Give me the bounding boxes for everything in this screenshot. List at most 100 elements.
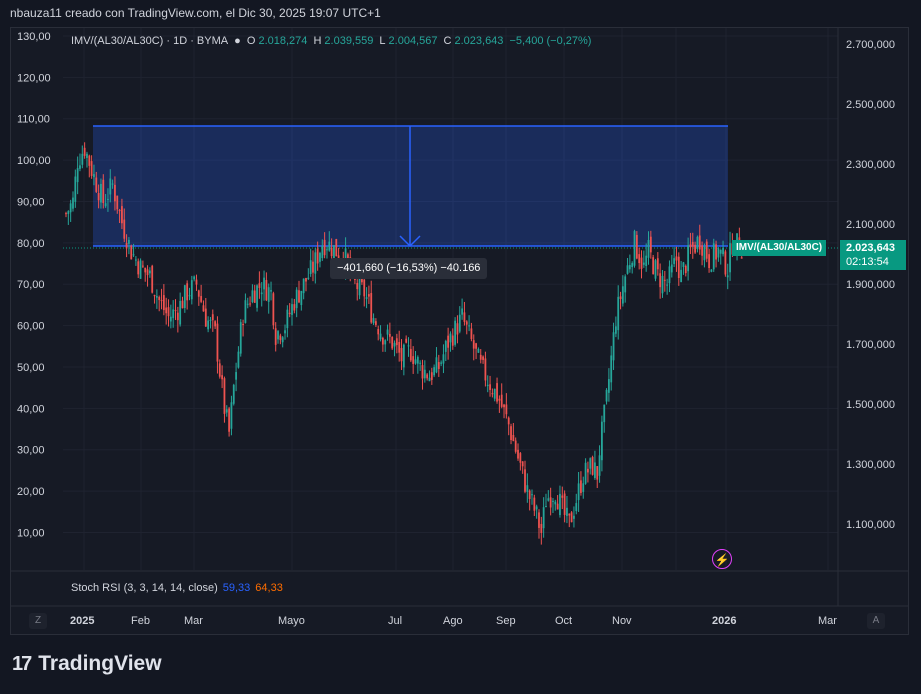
lightning-icon[interactable]: ⚡ <box>712 549 732 569</box>
candle-body <box>263 277 265 290</box>
candle-body <box>454 320 457 345</box>
candle-body <box>554 501 557 505</box>
status-dot-icon: ● <box>234 35 241 47</box>
candle-body <box>160 300 163 302</box>
right-axis-tick: 2.500,000 <box>846 99 895 111</box>
candle-body <box>605 389 608 402</box>
left-axis-tick: 10,00 <box>17 527 45 539</box>
candle-body <box>591 457 594 475</box>
candle-body <box>740 257 743 259</box>
candle-body <box>575 503 578 512</box>
auto-scale-button[interactable]: A <box>867 613 885 629</box>
candle-body <box>230 402 233 429</box>
tv-logo-icon: 17 <box>12 652 32 675</box>
candle-body <box>162 295 165 311</box>
change-value: −5,400 (−0,27%) <box>509 35 592 47</box>
candle-body <box>691 241 694 247</box>
candle-body <box>568 513 571 516</box>
candle-body <box>256 285 258 308</box>
candle-body <box>93 174 95 178</box>
stoch-rsi-legend[interactable]: Stoch RSI (3, 3, 14, 14, close) 59,33 64,3… <box>71 582 283 594</box>
candle-body <box>621 286 624 304</box>
candle-body <box>312 261 314 273</box>
candle-body <box>435 357 438 373</box>
candle-body <box>333 245 335 263</box>
symbol-label[interactable]: IMV/(AL30/AL30C) · 1D · BYMA <box>71 35 229 47</box>
candle-body <box>407 345 410 347</box>
measure-label[interactable]: −401,660 (−16,53%) −40.166 <box>330 258 488 279</box>
candle-body <box>193 276 196 280</box>
candle-body <box>165 307 168 314</box>
left-axis-tick: 100,00 <box>17 155 51 167</box>
candle-body <box>659 273 662 288</box>
right-axis-tick: 2.300,000 <box>846 159 895 171</box>
candle-body <box>377 329 380 335</box>
candle-body <box>640 257 643 269</box>
candle-body <box>675 256 678 261</box>
candle-body <box>426 374 429 379</box>
candle-body <box>316 248 319 264</box>
candle-body <box>381 337 384 345</box>
candle-body <box>472 340 475 349</box>
candle-body <box>239 322 242 354</box>
chart-caption: nbauza11 creado con TradingView.com, el … <box>10 6 381 20</box>
candle-body <box>619 296 622 300</box>
candle-body <box>216 323 219 362</box>
candle-body <box>545 506 547 508</box>
candle-body <box>451 335 454 346</box>
candle-body <box>719 249 722 254</box>
candle-body <box>211 314 214 321</box>
candle-body <box>584 462 587 484</box>
candle-body <box>114 184 116 202</box>
candle-body <box>465 321 468 325</box>
candle-body <box>286 309 289 329</box>
candle-body <box>638 254 641 264</box>
candle-body <box>107 198 109 200</box>
zoom-button[interactable]: Z <box>29 613 47 629</box>
candle-body <box>580 480 582 493</box>
candle-body <box>132 254 135 256</box>
candle-body <box>200 296 203 302</box>
candle-body <box>384 340 387 345</box>
candle-body <box>666 284 669 286</box>
candle-body <box>624 276 627 293</box>
candle-body <box>647 239 650 258</box>
right-axis-tick: 1.900,000 <box>846 279 895 291</box>
candle-body <box>288 312 291 315</box>
high-label: H <box>313 35 322 47</box>
candle-body <box>356 283 359 290</box>
candle-body <box>253 290 256 303</box>
candle-body <box>447 335 450 348</box>
candle-body <box>67 211 70 215</box>
candle-body <box>414 359 417 364</box>
candle-body <box>244 300 247 323</box>
candle-body <box>267 287 270 302</box>
candle-body <box>496 383 498 402</box>
candle-body <box>65 213 67 215</box>
candle-body <box>302 278 305 294</box>
candle-body <box>251 290 254 303</box>
tradingview-logo[interactable]: 17 TradingView <box>12 650 162 678</box>
candle-body <box>533 497 536 511</box>
candle-body <box>514 440 517 452</box>
candle-body <box>631 263 634 268</box>
candle-body <box>670 264 673 273</box>
left-axis-tick: 30,00 <box>17 445 45 457</box>
candle-body <box>547 498 550 501</box>
candle-body <box>535 506 538 510</box>
candle-body <box>722 247 724 255</box>
candle-body <box>321 245 324 258</box>
candle-body <box>121 206 123 224</box>
right-axis-tick: 1.300,000 <box>846 459 895 471</box>
candle-body <box>633 231 636 266</box>
time-axis-tick: 2025 <box>70 615 94 627</box>
left-axis-tick: 60,00 <box>17 321 45 333</box>
candle-body <box>72 197 74 209</box>
candle-body <box>326 249 328 251</box>
candle-body <box>677 256 680 279</box>
candle-body <box>328 241 331 251</box>
candle-body <box>437 362 440 369</box>
left-axis-tick: 70,00 <box>17 279 45 291</box>
candle-body <box>141 265 144 267</box>
